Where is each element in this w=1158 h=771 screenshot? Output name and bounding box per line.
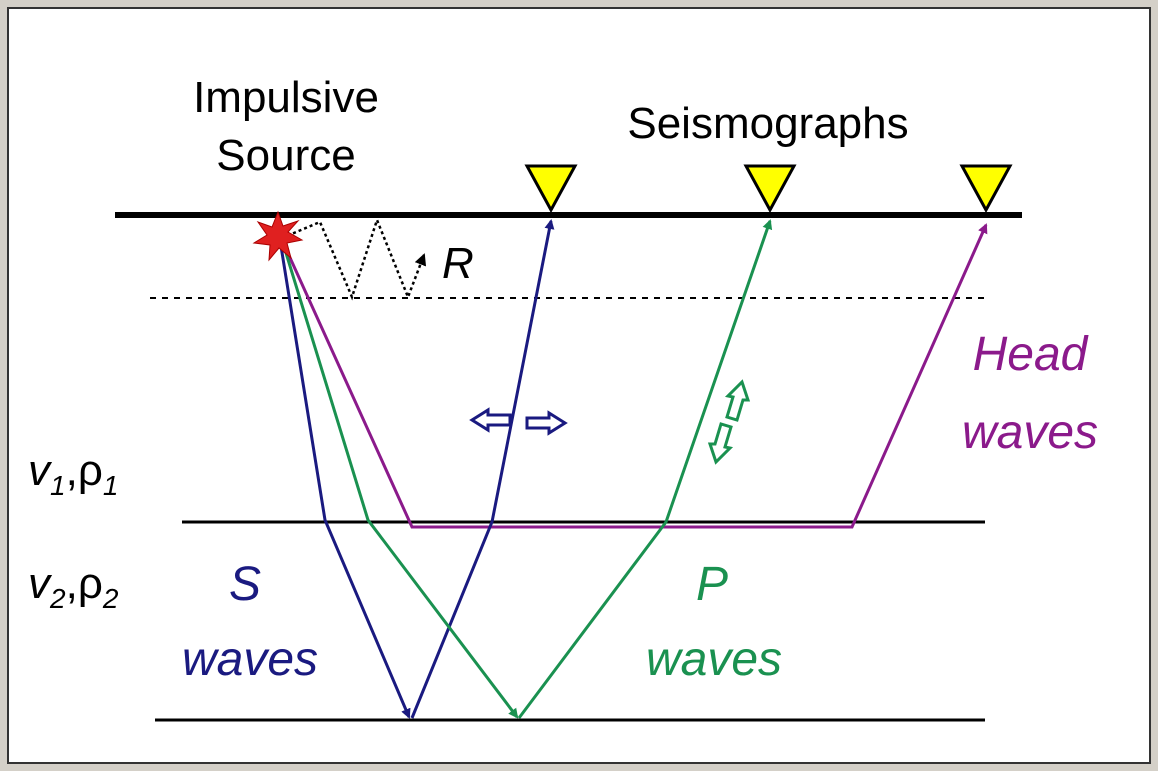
seismographs-label: Seismographs bbox=[627, 99, 908, 148]
p-waves-label: P bbox=[696, 558, 728, 611]
source-label: Impulsive bbox=[193, 73, 379, 122]
rayleigh-label: R bbox=[442, 239, 474, 288]
head-waves-label: waves bbox=[962, 406, 1098, 459]
subscript: 1 bbox=[103, 470, 119, 501]
frame bbox=[8, 8, 1150, 763]
head-waves-label: Head bbox=[973, 328, 1089, 381]
separator: , bbox=[66, 559, 78, 608]
source-label: Source bbox=[216, 131, 355, 180]
diagram: Impulsive Source Seismographs R Head wav… bbox=[0, 0, 1158, 771]
page: Impulsive Source Seismographs R Head wav… bbox=[0, 0, 1158, 771]
s-waves-label: S bbox=[229, 558, 261, 611]
p-waves-label: waves bbox=[646, 633, 782, 686]
subscript: 1 bbox=[50, 470, 66, 501]
density: ρ bbox=[78, 446, 103, 495]
separator: , bbox=[66, 446, 78, 495]
s-waves-label: waves bbox=[182, 633, 318, 686]
density: ρ bbox=[78, 559, 103, 608]
subscript: 2 bbox=[102, 583, 119, 614]
subscript: 2 bbox=[49, 583, 66, 614]
